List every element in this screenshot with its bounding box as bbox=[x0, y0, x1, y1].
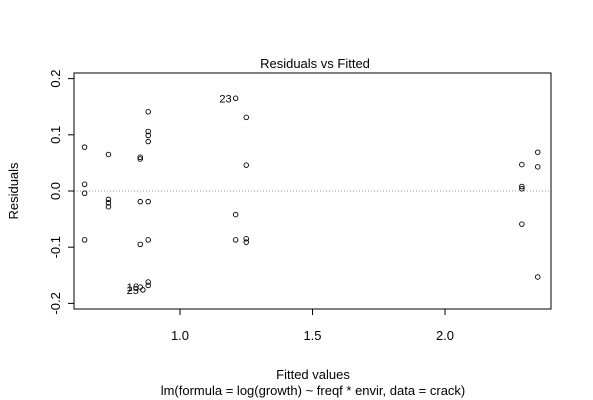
y-tick-label: -0.2 bbox=[48, 292, 63, 314]
y-tick-label: 0.2 bbox=[48, 70, 63, 88]
data-points bbox=[81, 95, 541, 293]
y-tick-label: 0.1 bbox=[48, 126, 63, 144]
data-point bbox=[81, 190, 88, 196]
data-point bbox=[145, 132, 151, 139]
data-point bbox=[519, 183, 525, 190]
data-point bbox=[243, 236, 249, 242]
x-tick-label: 2.0 bbox=[436, 328, 454, 343]
data-point bbox=[519, 186, 525, 192]
point-label: 16 bbox=[127, 282, 139, 294]
data-point bbox=[81, 237, 88, 243]
x-tick-label: 1.0 bbox=[171, 328, 189, 343]
data-point bbox=[243, 114, 249, 121]
chart-title: Residuals vs Fitted bbox=[260, 56, 370, 71]
data-point bbox=[105, 196, 112, 203]
data-point bbox=[81, 144, 88, 150]
data-point bbox=[232, 237, 239, 243]
data-point bbox=[535, 274, 541, 280]
data-point bbox=[145, 109, 151, 115]
data-point bbox=[105, 203, 112, 210]
y-axis-label: Residuals bbox=[6, 162, 21, 220]
data-point bbox=[140, 287, 146, 293]
data-point bbox=[145, 282, 151, 289]
data-point bbox=[137, 156, 143, 162]
data-point bbox=[535, 149, 541, 155]
data-point bbox=[145, 198, 151, 205]
point-label: 25 bbox=[127, 285, 139, 297]
data-point bbox=[137, 241, 143, 248]
data-point bbox=[145, 279, 151, 285]
data-point bbox=[145, 128, 151, 135]
data-point bbox=[519, 161, 525, 168]
data-point bbox=[137, 154, 143, 161]
x-tick-label: 1.5 bbox=[303, 328, 321, 343]
data-point bbox=[243, 162, 249, 168]
y-axis: -0.2 -0.1 0.0 0.1 0.2 bbox=[48, 70, 75, 315]
x-axis-label: Fitted values bbox=[276, 367, 350, 382]
data-point bbox=[81, 181, 88, 188]
data-point bbox=[535, 164, 541, 170]
data-point bbox=[519, 221, 525, 227]
data-point bbox=[243, 239, 249, 245]
model-formula-subtitle: lm(formula = log(growth) ~ freqf * envir… bbox=[161, 383, 466, 398]
data-point bbox=[105, 200, 112, 206]
y-tick-label: 0.0 bbox=[48, 182, 63, 200]
data-point bbox=[145, 237, 151, 243]
x-axis: 1.0 1.5 2.0 bbox=[171, 309, 454, 343]
data-point bbox=[145, 138, 151, 145]
data-point bbox=[232, 95, 239, 102]
data-point bbox=[137, 198, 143, 205]
data-point bbox=[232, 211, 239, 218]
data-point bbox=[105, 151, 112, 158]
y-tick-label: -0.1 bbox=[48, 236, 63, 258]
point-label: 23 bbox=[219, 93, 231, 105]
